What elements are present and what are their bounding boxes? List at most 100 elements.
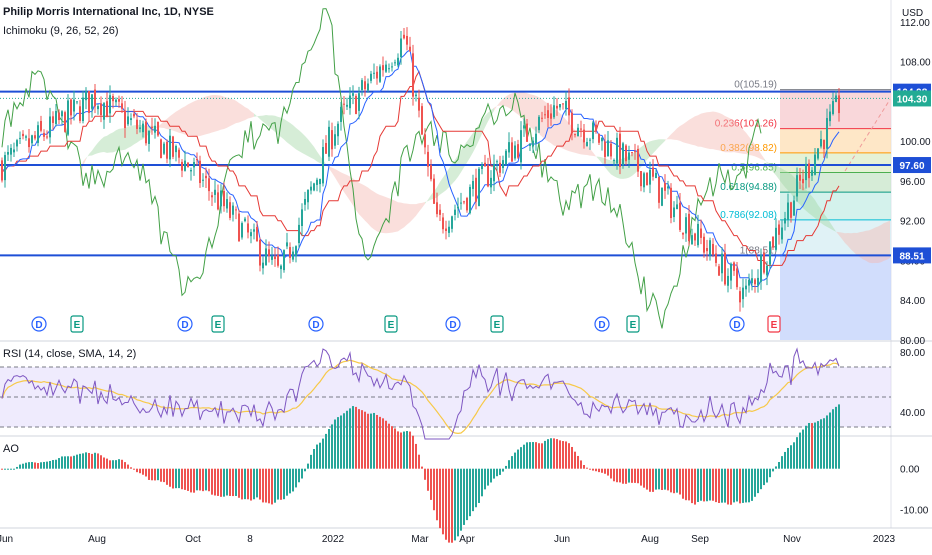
candle-body: [7, 152, 9, 155]
candle-body: [169, 135, 171, 160]
ichimoku-cloud-segment: [170, 113, 173, 131]
ichimoku-cloud-segment: [161, 120, 164, 129]
ichimoku-cloud-segment: [842, 232, 845, 243]
candle-body: [703, 236, 705, 253]
time-tick-label: Aug: [641, 534, 659, 545]
dividend-marker-label: D: [449, 320, 456, 331]
ao-bar: [814, 422, 816, 469]
ao-bar: [139, 468, 141, 474]
ichimoku-cloud-segment: [752, 140, 755, 157]
candle-body: [490, 177, 492, 188]
ichimoku-cloud-segment: [704, 112, 707, 149]
ao-bar: [592, 468, 594, 471]
price-tag-label: 97.60: [899, 161, 924, 172]
fib-band: [780, 192, 891, 220]
candle-body: [634, 151, 636, 153]
candle-body: [223, 191, 225, 207]
ichimoku-cloud-segment: [743, 129, 746, 155]
ao-bar: [145, 468, 147, 477]
ao-bar: [544, 440, 546, 469]
ao-bar: [73, 455, 75, 469]
candle-body: [622, 143, 624, 165]
candle-body: [502, 160, 504, 168]
ichimoku-cloud-segment: [659, 139, 662, 147]
ao-bar: [247, 468, 249, 500]
ichimoku-cloud-segment: [854, 232, 857, 256]
candle-body: [808, 163, 810, 179]
dividend-marker-label: D: [181, 320, 188, 331]
ao-bar: [619, 468, 621, 483]
ao-bar: [778, 462, 780, 469]
candle-body: [70, 99, 72, 116]
ichimoku-cloud-segment: [833, 226, 836, 232]
candle-body: [601, 137, 603, 142]
dividend-marker-label: D: [598, 320, 605, 331]
ao-bar: [529, 442, 531, 469]
candle-body: [124, 110, 126, 129]
candle-body: [625, 145, 627, 162]
ichimoku-cloud-segment: [386, 197, 389, 234]
ichimoku-cloud-segment: [119, 128, 122, 151]
ao-bar: [520, 447, 522, 469]
candle-body: [379, 66, 381, 82]
ao-tick-label: -10.00: [900, 506, 929, 517]
ao-bar: [28, 462, 30, 469]
time-tick-label: 2023: [873, 534, 896, 545]
ichimoku-cloud-segment: [782, 168, 785, 188]
candle-body: [19, 137, 21, 139]
ichimoku-cloud-segment: [593, 152, 596, 157]
ichimoku-cloud-segment: [527, 93, 530, 127]
ao-bar: [61, 456, 63, 469]
ao-bar: [679, 468, 681, 495]
ao-bar: [508, 460, 510, 469]
candle-body: [403, 34, 405, 39]
ao-bar: [157, 468, 159, 481]
ichimoku-cloud-segment: [728, 117, 731, 153]
ao-bar: [160, 468, 162, 482]
ao-bar: [589, 468, 591, 470]
ichimoku-cloud-segment: [398, 202, 401, 232]
candle-body: [631, 152, 633, 154]
ichimoku-cloud-segment: [329, 166, 332, 173]
ichimoku-cloud-segment: [494, 105, 497, 111]
candle-body: [214, 189, 216, 195]
ao-bar: [610, 468, 612, 479]
candle-body: [472, 181, 474, 189]
candle-body: [652, 167, 654, 177]
ichimoku-cloud-segment: [578, 133, 581, 155]
candle-body: [46, 136, 48, 138]
candle-body: [427, 151, 429, 167]
candle-body: [94, 89, 96, 107]
price-tick-label: 84.00: [900, 296, 925, 307]
candle-body: [496, 161, 498, 163]
candle-body: [64, 112, 66, 132]
candle-body: [742, 287, 744, 300]
ichimoku-cloud-segment: [365, 185, 368, 224]
ao-bar: [400, 432, 402, 469]
ao-bar: [781, 456, 783, 469]
candle-body: [199, 160, 201, 184]
candle-body: [694, 233, 696, 241]
candle-body: [106, 101, 108, 117]
ao-bar: [178, 468, 180, 489]
ao-bar: [16, 466, 18, 469]
price-tag: [893, 157, 931, 174]
ao-bar: [790, 445, 792, 469]
candle-body: [10, 147, 12, 155]
fib-band: [780, 128, 891, 153]
candle-body: [478, 168, 480, 206]
ao-bar: [253, 468, 255, 500]
candle-body: [451, 216, 453, 229]
ao-bar: [553, 438, 555, 469]
ao-bar: [301, 468, 303, 479]
candle-body: [430, 164, 432, 180]
ichimoku-cloud-segment: [848, 232, 851, 250]
ao-bar: [724, 468, 726, 503]
candle-body: [373, 72, 375, 74]
price-tick-label: 80.00: [900, 336, 925, 347]
ao-bar: [601, 468, 603, 473]
ao-bar: [634, 468, 636, 483]
ao-bar: [295, 468, 297, 488]
candle-body: [484, 162, 486, 167]
ao-bar: [616, 468, 618, 483]
